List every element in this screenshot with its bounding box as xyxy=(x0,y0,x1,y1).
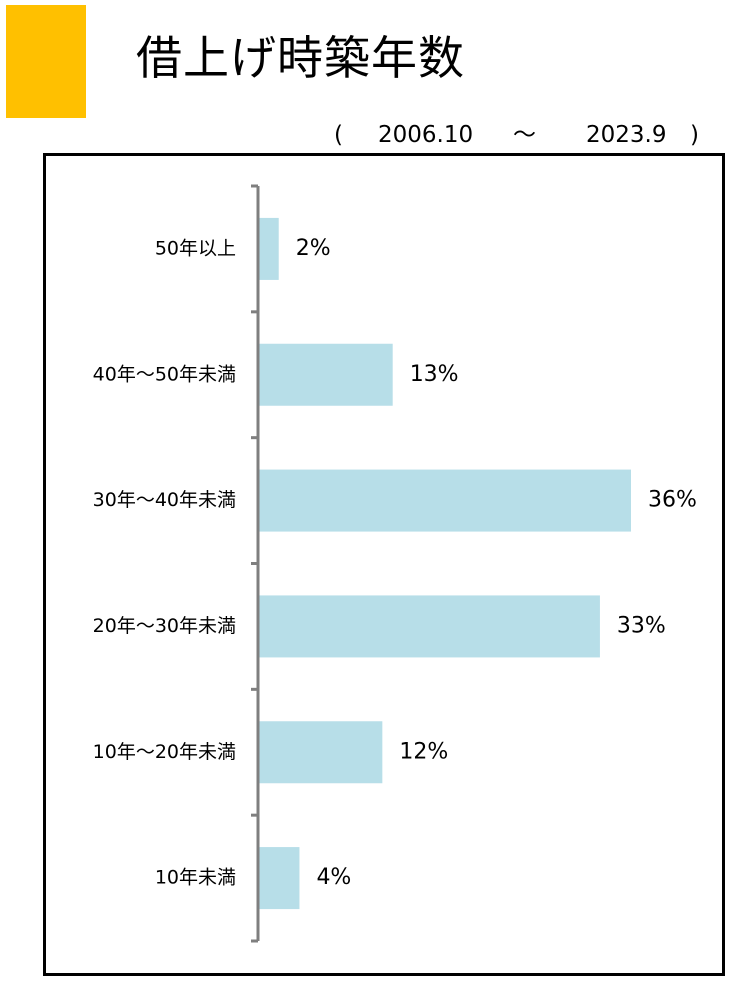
period-start: 2006.10 xyxy=(378,122,474,148)
category-axis xyxy=(251,184,260,943)
page-title: 借上げ時築年数 xyxy=(136,31,465,85)
bar-2 xyxy=(258,343,393,406)
chart-frame xyxy=(43,153,725,976)
bar-5 xyxy=(258,721,383,784)
value-label-5: 12% xyxy=(399,739,448,764)
category-label-5: 10年～20年未満 xyxy=(93,741,236,763)
category-label-2: 40年～50年未満 xyxy=(93,363,236,385)
value-label-1: 2% xyxy=(296,236,331,261)
labels-layer: 50年以上 2% 40年～50年未満 13% 30年～40年未満 36% 20年～30年未満… xyxy=(93,236,697,890)
category-label-3: 30年～40年未満 xyxy=(93,489,236,511)
bars-layer xyxy=(258,217,631,910)
value-label-4: 33% xyxy=(617,613,666,638)
period-close-paren: ) xyxy=(690,122,699,148)
value-label-3: 36% xyxy=(648,488,697,513)
category-label-4: 20年～30年未満 xyxy=(93,615,236,637)
bar-3 xyxy=(258,469,631,532)
value-label-6: 4% xyxy=(316,865,351,890)
bar-4 xyxy=(258,595,600,658)
category-label-1: 50年以上 xyxy=(155,237,236,259)
period-end: 2023.9 xyxy=(586,122,667,148)
value-label-2: 13% xyxy=(410,362,459,387)
accent-block xyxy=(6,5,86,118)
bar-1 xyxy=(258,217,279,280)
period-open-paren: ( xyxy=(334,122,343,148)
period-separator: ～ xyxy=(513,122,536,148)
bar-6 xyxy=(258,847,300,910)
category-label-6: 10年未満 xyxy=(155,867,236,889)
